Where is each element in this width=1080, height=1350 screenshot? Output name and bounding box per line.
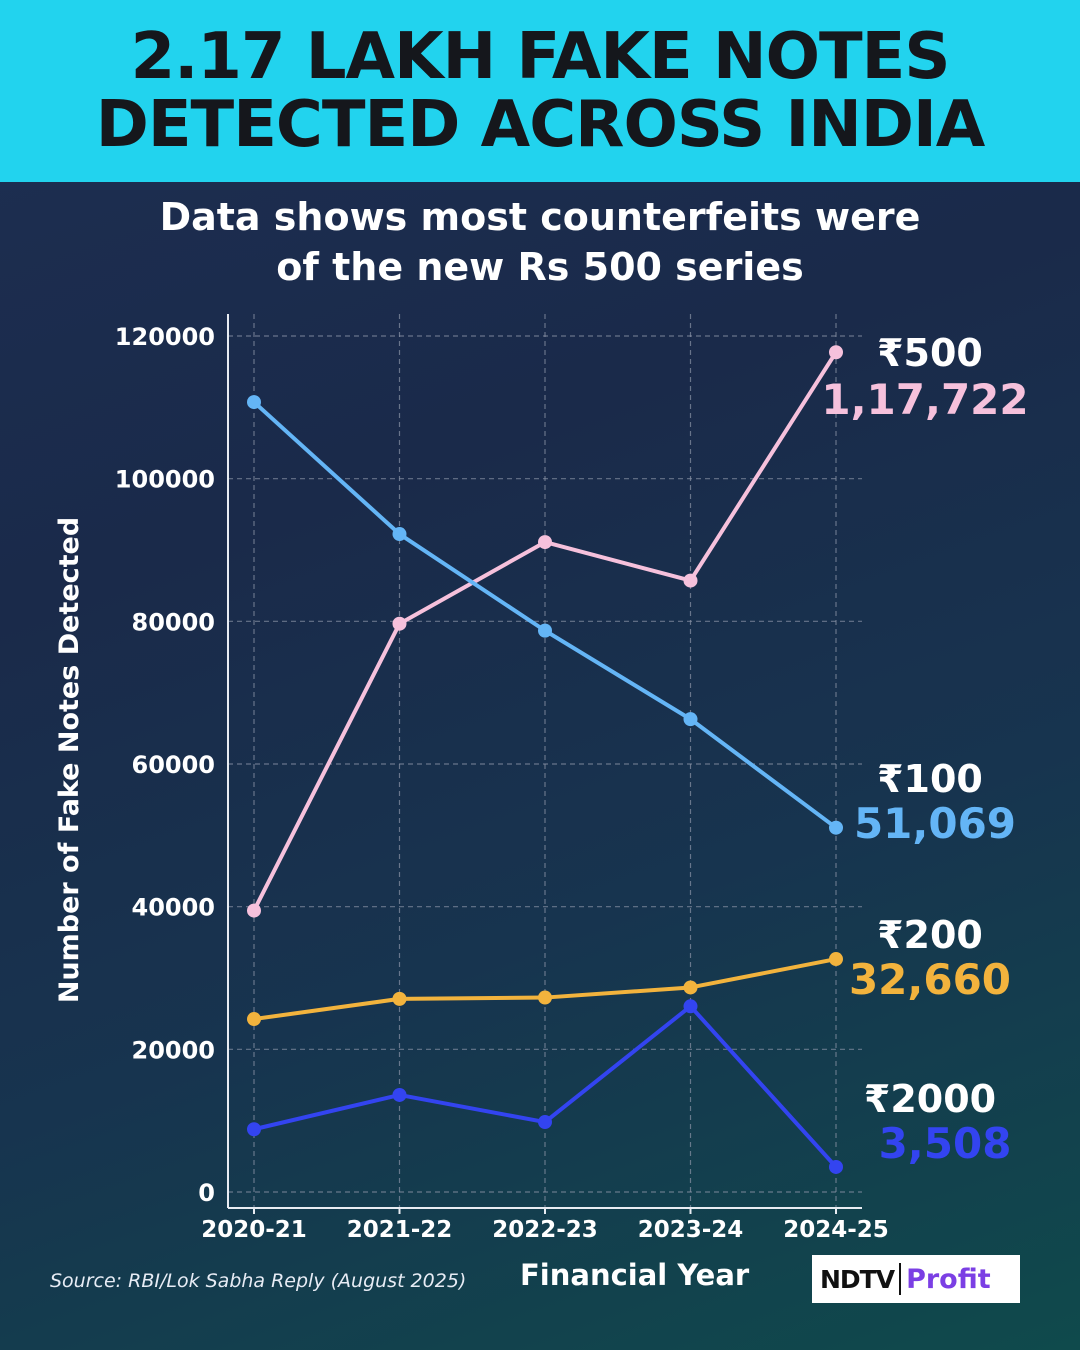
data-point [683,712,698,727]
x-axis-label: Financial Year [520,1258,750,1292]
data-point [829,345,843,360]
subtitle: Data shows most counterfeits were of the… [0,192,1080,292]
series-value-label: 3,508 [879,1119,1012,1168]
series-name-label: ₹200 [877,913,983,957]
data-point [683,980,698,995]
y-axis-label: Number of Fake Notes Detected [54,517,85,1003]
x-tick-label: 2024-25 [783,1217,889,1243]
data-point [247,1012,261,1027]
title-line-2: DETECTED ACROSS INDIA [95,88,986,162]
data-point [683,999,698,1014]
y-tick-label: 100000 [115,466,215,494]
data-point [247,903,261,918]
data-point [829,820,843,835]
data-point [247,395,261,410]
y-tick-label: 20000 [132,1036,216,1064]
data-point [829,952,843,967]
data-point [392,527,407,542]
title-line-1: 2.17 LAKH FAKE NOTES [130,20,951,94]
series-value-label: 32,660 [849,955,1011,1004]
data-point [392,991,407,1006]
subtitle-line-2: of the new Rs 500 series [276,245,804,289]
logo-divider [899,1263,902,1295]
series-name-label: ₹100 [877,757,983,801]
data-point [538,623,552,638]
subtitle-line-1: Data shows most counterfeits were [159,195,921,239]
x-tick-label: 2023-24 [638,1217,744,1243]
data-point [683,573,698,588]
series-value-label: 51,069 [854,799,1016,848]
data-point [538,990,552,1005]
x-tick-label: 2021-22 [347,1217,453,1243]
data-point [392,1087,407,1102]
y-tick-label: 0 [198,1179,215,1207]
data-point [538,1115,552,1130]
data-point [829,1159,843,1174]
series-value-label: 1,17,722 [821,375,1028,424]
data-point [247,1122,261,1137]
y-tick-label: 80000 [132,608,216,636]
logo-ndtv: NDTV [820,1264,895,1294]
source-note: Source: RBI/Lok Sabha Reply (August 2025… [50,1270,467,1292]
y-tick-label: 60000 [132,751,216,779]
x-tick-label: 2022-23 [492,1217,598,1243]
ndtv-profit-logo: NDTV Profit [812,1255,1020,1303]
y-tick-label: 40000 [132,894,216,922]
y-tick-label: 120000 [115,323,215,351]
x-tick-label: 2020-21 [201,1217,307,1243]
title-banner: 2.17 LAKH FAKE NOTES DETECTED ACROSS IND… [0,0,1080,182]
series-name-label: ₹500 [877,331,983,375]
data-point [538,535,552,550]
logo-profit: Profit [906,1263,991,1295]
data-point [392,616,407,631]
series-name-label: ₹2000 [864,1077,996,1121]
